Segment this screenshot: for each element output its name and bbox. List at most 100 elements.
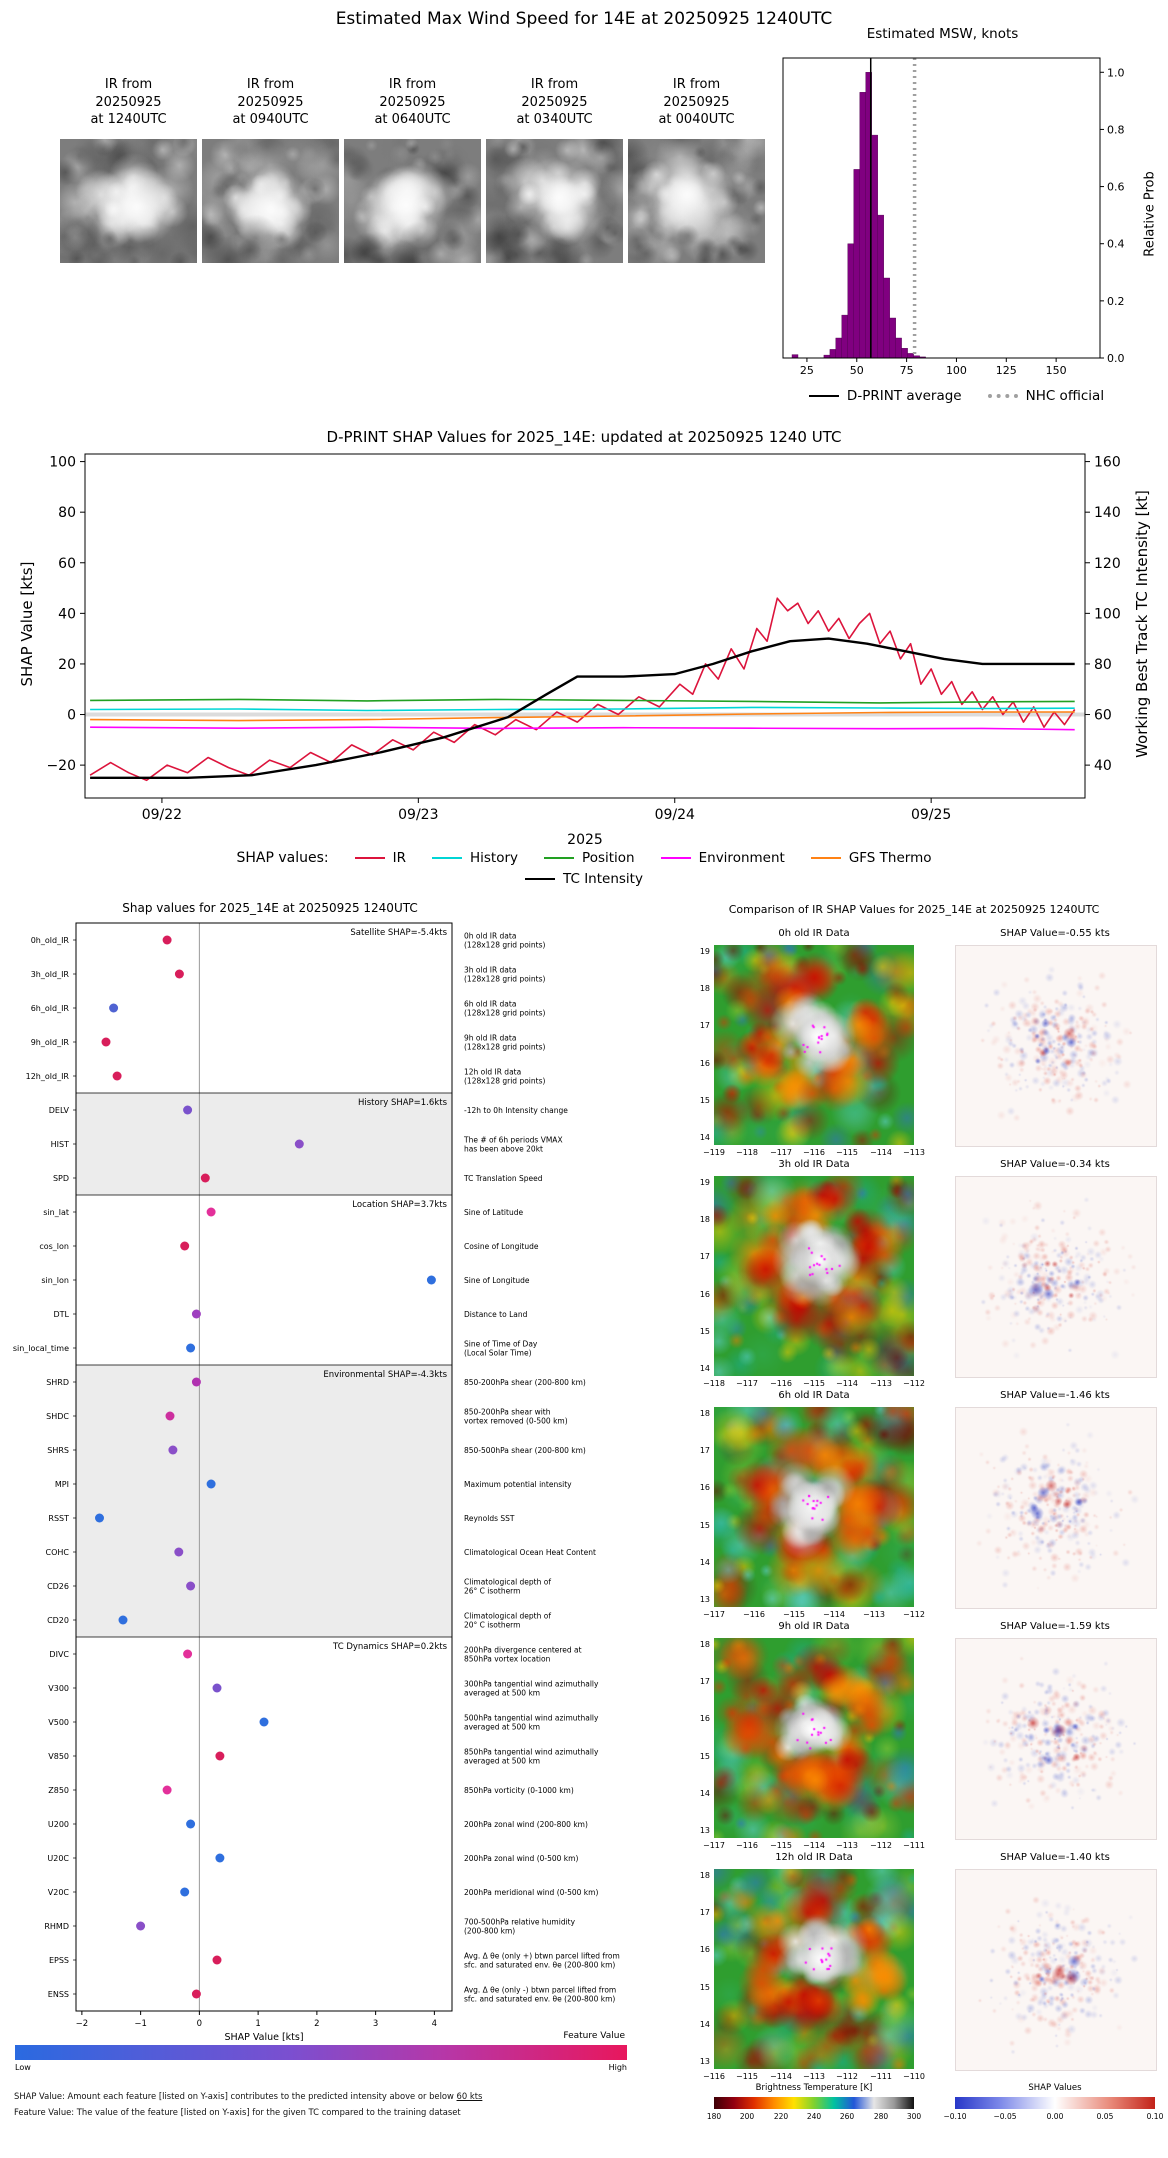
legend-label: GFS Thermo [848,850,932,866]
feature-label-RSST: RSST [48,1514,69,1523]
shap-colorbar-tick-label: 0.00 [1046,2112,1064,2121]
feature-desc-line: 200hPa meridional wind (0-500 km) [464,1888,598,1897]
ir-thumbnail-label-line: 20250925 [379,94,446,110]
feature-dot-RHMD [136,1921,146,1931]
lat-tick-label: 16 [699,1058,710,1068]
ir-comparison-panel: Comparison of IR SHAP Values for 2025_14… [660,895,1168,2158]
line-sample [660,857,691,859]
feature-desc-line: 500hPa tangential wind azimuthally [464,1714,599,1723]
ir-thumbnail-image [628,139,765,263]
ir-thumbnail-label-line: at 0940UTC [232,112,309,128]
histogram-bar [895,337,902,359]
y-tick-left-label: 20 [58,657,76,673]
msw-histogram-title: Estimated MSW, knots [866,26,1019,42]
feature-dot-sin_local_time [186,1343,196,1353]
x-tick-label: −2 [76,2019,89,2029]
feature-dot-DELV [183,1105,193,1115]
feature-dot-U20C [215,1853,225,1863]
group-header-tc_dynamics: TC Dynamics SHAP=0.2kts [332,1642,448,1652]
legend-prefix: SHAP values: [236,850,329,866]
shap-timeseries-xlabel: 2025 [567,832,603,848]
y-tick-left-label: 0 [67,708,76,724]
series-environment [90,726,1075,731]
x-tick-label: 0 [197,2019,202,2029]
bt-colorbar-tick-label: 240 [806,2112,822,2121]
feature-desc-line: Distance to Land [464,1310,528,1319]
feature-dot-3h_old_IR [174,969,184,979]
feature-desc-line: sfc. and saturated env. θe (200-800 km) [464,1961,615,1970]
feature-label-V850: V850 [48,1752,69,1761]
ir-data-image-6h [714,1407,914,1607]
lat-tick-label: 18 [699,984,710,994]
ir-shap-map-0h [955,945,1157,1147]
lat-tick-label: 15 [699,1326,710,1336]
feature-label-V300: V300 [48,1684,69,1693]
shap-feature-title: Shap values for 2025_14E at 20250925 124… [122,901,418,915]
feature-label-SHDC: SHDC [46,1412,69,1421]
lon-tick-label: −114 [836,1379,858,1388]
bt-colorbar [714,2097,914,2109]
feature-desc-line: Cosine of Longitude [464,1242,539,1251]
lat-tick-label: 13 [699,1595,710,1604]
feature-desc-line: Sine of Longitude [464,1276,530,1285]
group-header-environmental: Environmental SHAP=-4.3kts [323,1370,447,1380]
ir-shap-map-6h [955,1407,1157,1609]
lat-tick-label: 15 [699,1982,710,1992]
legend-label: TC Intensity [563,871,643,887]
y-tick-right-label: 140 [1094,505,1121,521]
lat-tick-label: 14 [699,1557,710,1567]
y-tick-right-label: 40 [1094,758,1112,774]
feature-desc-line: 850-200hPa shear with [464,1408,551,1417]
y-tick-left-label: 60 [58,556,76,572]
x-tick-label: 100 [946,364,967,377]
lon-tick-label: −112 [903,1379,925,1388]
feature-label-SPD: SPD [53,1174,69,1183]
feature-colorbar [15,2045,627,2060]
ir-shap-map-9h [955,1638,1157,1840]
x-tick-label: 150 [1046,364,1067,377]
lon-tick-label: −112 [836,2072,858,2081]
feature-label-U20C: U20C [47,1854,69,1863]
ir-thumbnail-label-line: at 1240UTC [90,112,167,128]
lon-tick-label: −117 [770,1148,792,1157]
feature-label-SHRD: SHRD [46,1378,69,1387]
plot-box [782,57,1101,359]
lon-tick-label: −112 [870,1841,892,1850]
histogram-bar [847,243,855,359]
feature-desc-line: 20° C isotherm [464,1621,520,1630]
feature-desc-line: (128x128 grid points) [464,941,545,950]
feature-desc-line: -12h to 0h Intensity change [464,1106,568,1115]
ir-thumbnail-image [344,139,481,263]
feature-desc-line: 850-200hPa shear (200-800 km) [464,1378,586,1387]
line-sample [354,857,385,859]
y-tick-label: 0.8 [1107,123,1125,136]
feature-dot-HIST [294,1139,304,1149]
feature-label-ENSS: ENSS [48,1990,69,1999]
bt-colorbar-tick-label: 180 [706,2112,722,2121]
histogram-bar [907,353,914,359]
lat-tick-label: 18 [699,1871,710,1880]
ir-thumbnail: IR from 20250925 at 0040UTC [628,76,765,263]
line-sample [432,857,462,859]
feature-desc-line: (128x128 grid points) [464,1009,545,1018]
y-tick-right-label: 120 [1094,556,1121,572]
feature-label-MPI: MPI [55,1480,69,1489]
msw-legend: D-PRINT average NHC official [745,388,1168,404]
feature-desc-line: (Local Solar Time) [464,1349,532,1358]
feature-label-RHMD: RHMD [44,1922,69,1931]
lat-tick-label: 17 [699,1021,710,1031]
feature-desc-line: averaged at 500 km [464,1723,540,1732]
feature-dot-COHC [174,1547,184,1557]
feature-desc-line: 6h old IR data [464,1000,516,1009]
histogram-bar [829,349,837,359]
ir-thumbnail-label: IR from 20250925 at 0940UTC [232,76,308,132]
feature-label-DELV: DELV [49,1106,70,1115]
legend-item-tc-intensity: TC Intensity [525,871,643,887]
x-tick-label: 2 [314,2019,319,2029]
lon-tick-label: −114 [823,1610,845,1619]
shap-value-subtitle: SHAP Value=-0.55 kts [1000,928,1110,939]
histogram-bar [877,214,884,359]
feature-dot-V20C [180,1887,190,1897]
feature-dot-U200 [186,1819,196,1829]
shap-colorbar-tick-label: 0.05 [1096,2112,1114,2121]
